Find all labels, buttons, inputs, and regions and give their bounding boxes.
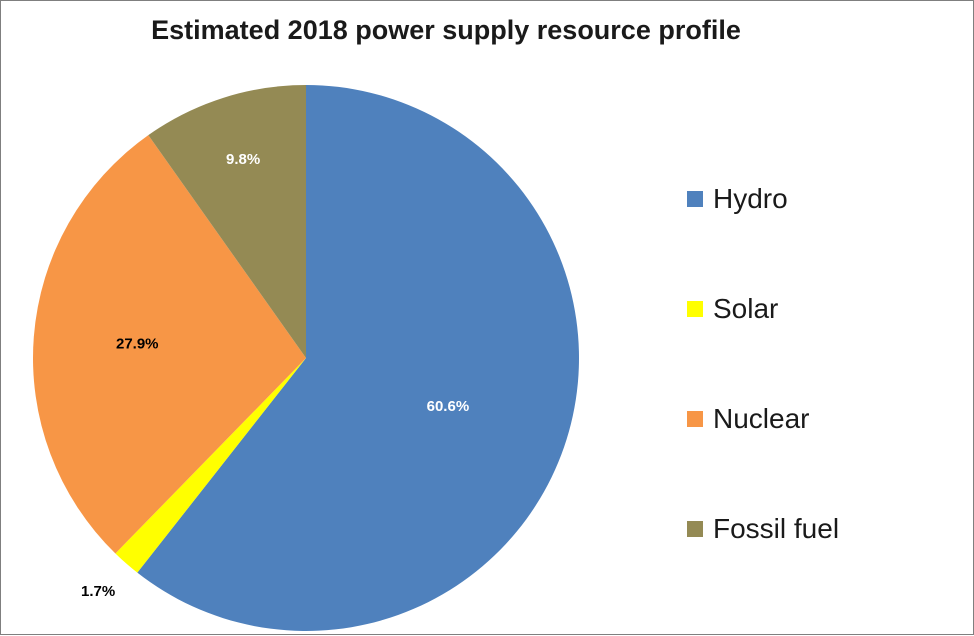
pie-slice-nuclear [32, 135, 307, 554]
legend-item-fossil-fuel: Fossil fuel [687, 509, 839, 549]
chart-title: Estimated 2018 power supply resource pro… [151, 15, 741, 45]
legend-swatch-fossil-fuel [687, 521, 703, 537]
pie-slices [32, 85, 579, 631]
data-label-solar: 1.7% [81, 583, 115, 600]
data-label-fossil-fuel: 9.8% [226, 151, 260, 168]
data-label-nuclear: 27.9% [116, 336, 159, 353]
pie-labels: 60.6% 1.7% 27.9% 9.8% [81, 151, 469, 600]
data-label-hydro: 60.6% [427, 398, 470, 415]
legend-item-nuclear: Nuclear [687, 399, 809, 439]
pie-slice-fossil-fuel [148, 85, 306, 358]
legend-label-hydro: Hydro [713, 183, 788, 214]
legend-item-solar: Solar [687, 289, 778, 329]
legend-swatch-nuclear [687, 411, 703, 427]
legend-label-nuclear: Nuclear [713, 403, 810, 434]
pie-slice-solar [115, 358, 306, 573]
pie-slice-hydro [137, 85, 579, 631]
legend-label-fossil-fuel: Fossil fuel [713, 513, 840, 544]
legend-swatch-solar [687, 301, 703, 317]
legend-swatch-hydro [687, 191, 703, 207]
legend-label-solar: Solar [713, 293, 779, 324]
legend-item-hydro: Hydro [687, 179, 788, 219]
